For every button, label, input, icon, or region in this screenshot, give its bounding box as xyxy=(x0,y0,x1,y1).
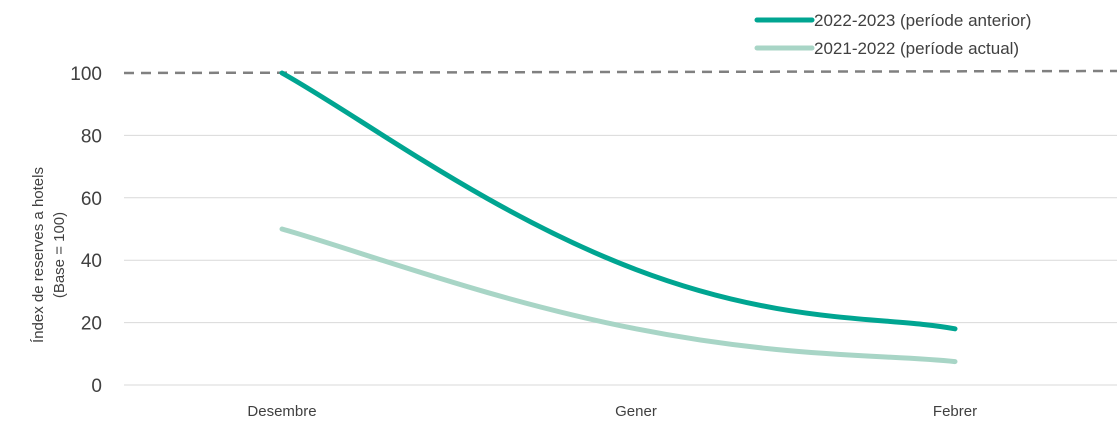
x-tick-label: Febrer xyxy=(933,403,977,420)
legend-label: 2021-2022 (període actual) xyxy=(814,39,1019,58)
y-axis-label-line-2: (Base = 100) xyxy=(51,212,68,298)
legend: 2022-2023 (període anterior) 2021-2022 (p… xyxy=(754,11,1031,58)
y-tick-label: 40 xyxy=(81,251,102,272)
reference-line-group xyxy=(123,69,1117,75)
series-line xyxy=(279,226,958,365)
x-tick-label: Gener xyxy=(615,403,657,420)
y-axis-label-line-1: Índex de reserves a hotels xyxy=(30,167,47,343)
y-tick-label: 80 xyxy=(81,126,102,147)
y-tick-label: 100 xyxy=(70,64,102,85)
series-lines xyxy=(279,70,958,365)
y-tick-label: 60 xyxy=(81,189,102,210)
y-tick-label: 20 xyxy=(81,314,102,335)
y-tick-labels: 0 20 40 60 80 100 xyxy=(70,64,102,397)
x-tick-label: Desembre xyxy=(247,403,316,420)
x-tick-labels: Desembre Gener Febrer xyxy=(247,403,977,420)
y-tick-label: 0 xyxy=(91,376,102,397)
legend-label: 2022-2023 (període anterior) xyxy=(814,11,1031,30)
series-line xyxy=(279,70,958,332)
gridlines xyxy=(124,134,1117,386)
reference-line xyxy=(123,69,1117,75)
